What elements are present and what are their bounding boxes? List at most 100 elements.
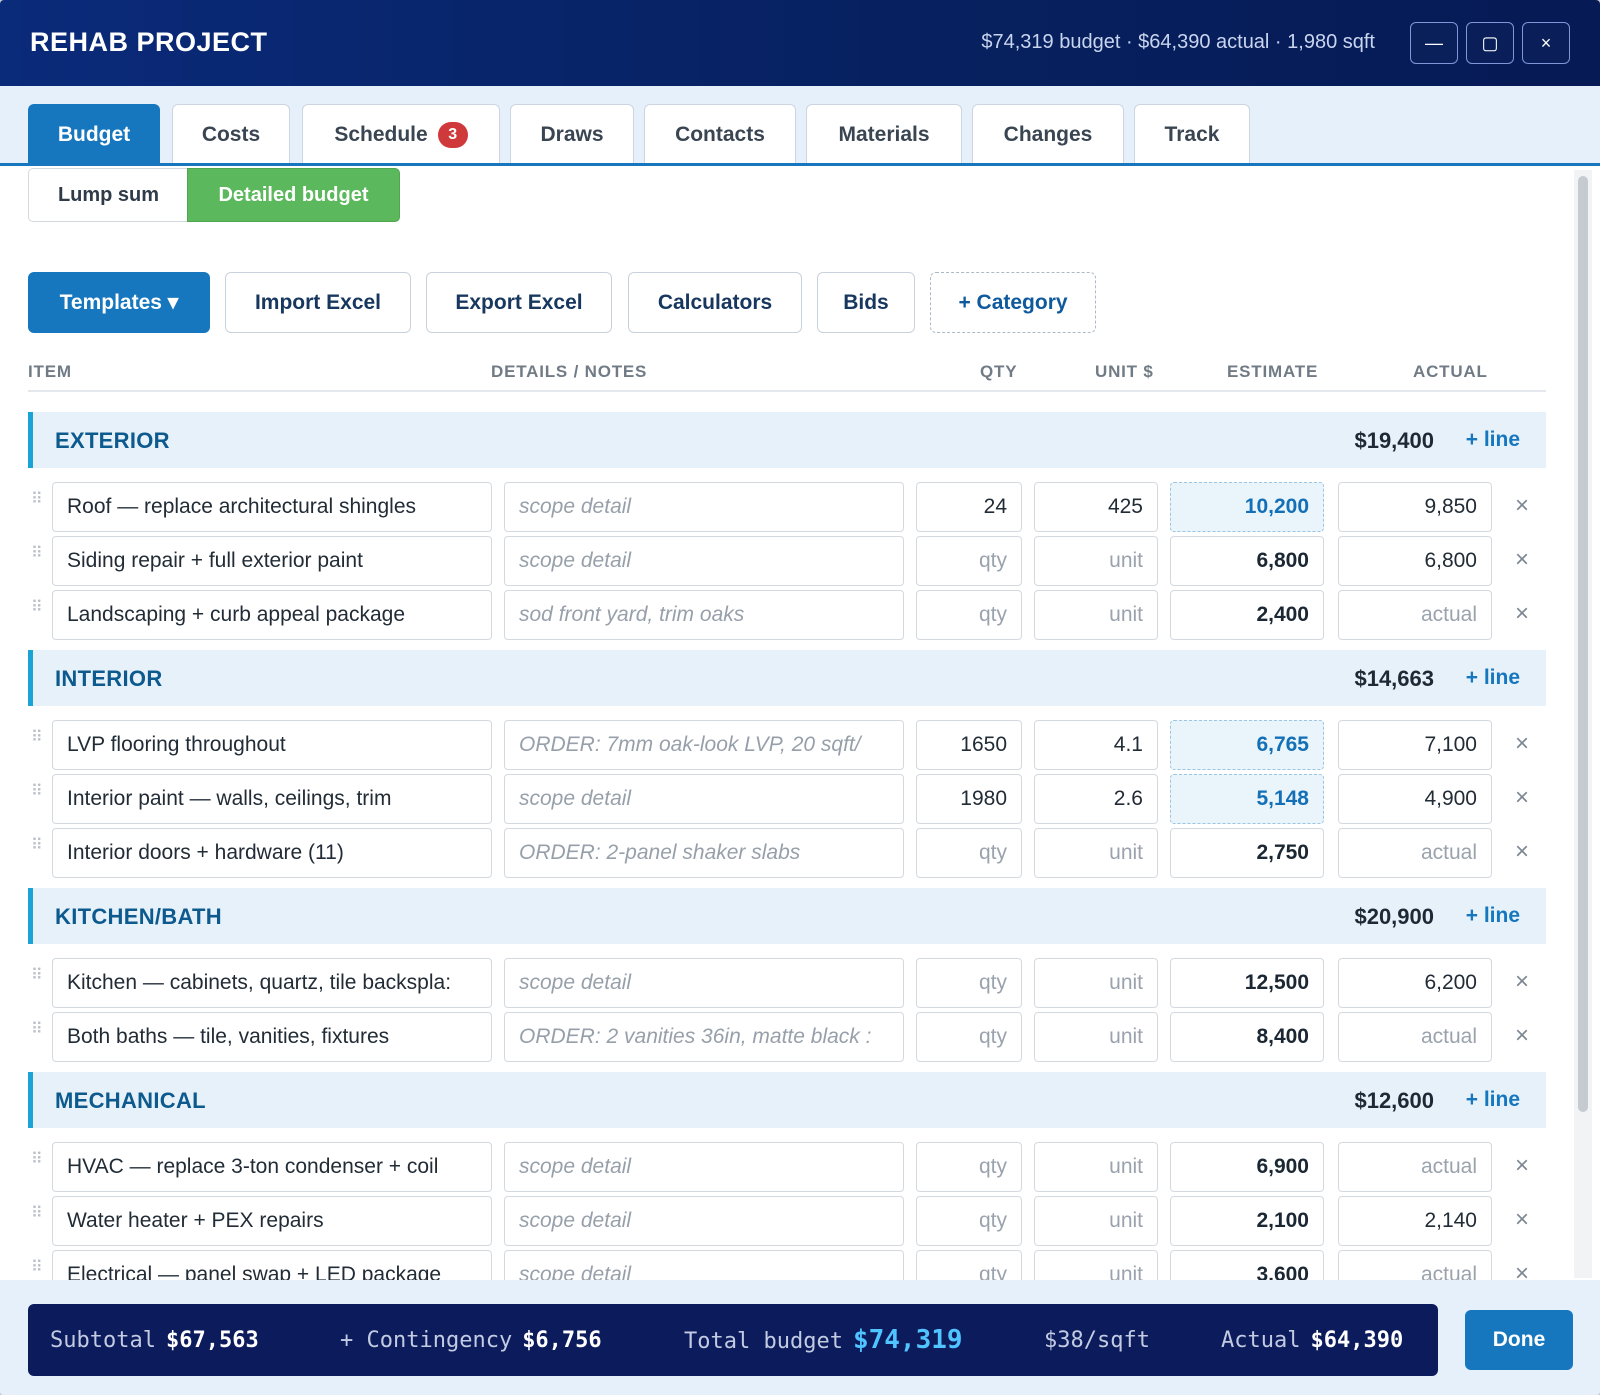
details-input[interactable]: ORDER: 2 vanities 36in, matte black : [504, 1012, 904, 1062]
drag-handle-icon[interactable]: ⠿ [31, 837, 43, 854]
estimate-input[interactable]: 2,100 [1170, 1196, 1324, 1246]
unit-price-input[interactable]: unit [1034, 590, 1158, 640]
remove-line-icon[interactable]: × [1515, 600, 1530, 627]
item-input[interactable]: Water heater + PEX repairs [52, 1196, 492, 1246]
drag-handle-icon[interactable]: ⠿ [31, 1021, 43, 1038]
details-input[interactable]: scope detail [504, 536, 904, 586]
item-input[interactable]: Roof — replace architectural shingles [52, 482, 492, 532]
details-input[interactable]: scope detail [504, 1196, 904, 1246]
qty-input[interactable]: 1650 [916, 720, 1022, 770]
estimate-input[interactable]: 10,200 [1170, 482, 1324, 532]
templates-dropdown-button[interactable]: Templates ▾ [28, 272, 210, 333]
details-input[interactable]: scope detail [504, 482, 904, 532]
qty-input[interactable]: qty [916, 1196, 1022, 1246]
actual-input[interactable]: 6,800 [1338, 536, 1492, 586]
item-input[interactable]: Interior paint — walls, ceilings, trim [52, 774, 492, 824]
actual-input[interactable]: 4,900 [1338, 774, 1492, 824]
add-line-button[interactable]: + line [1465, 904, 1520, 927]
unit-price-input[interactable]: unit [1034, 1012, 1158, 1062]
unit-price-input[interactable]: 2.6 [1034, 774, 1158, 824]
drag-handle-icon[interactable]: ⠿ [31, 1205, 43, 1222]
qty-input[interactable]: 1980 [916, 774, 1022, 824]
actual-input[interactable]: actual [1338, 1142, 1492, 1192]
calculators-button[interactable]: Calculators [628, 272, 802, 333]
item-input[interactable]: HVAC — replace 3-ton condenser + coil [52, 1142, 492, 1192]
details-input[interactable]: ORDER: 2-panel shaker slabs [504, 828, 904, 878]
remove-line-icon[interactable]: × [1515, 968, 1530, 995]
item-input[interactable]: LVP flooring throughout [52, 720, 492, 770]
actual-input[interactable]: 2,140 [1338, 1196, 1492, 1246]
tab-changes[interactable]: Changes [972, 104, 1124, 165]
drag-handle-icon[interactable]: ⠿ [31, 1151, 43, 1168]
estimate-input[interactable]: 5,148 [1170, 774, 1324, 824]
estimate-input[interactable]: 8,400 [1170, 1012, 1324, 1062]
drag-handle-icon[interactable]: ⠿ [31, 783, 43, 800]
drag-handle-icon[interactable]: ⠿ [31, 967, 43, 984]
remove-line-icon[interactable]: × [1515, 838, 1530, 865]
drag-handle-icon[interactable]: ⠿ [31, 599, 43, 616]
drag-handle-icon[interactable]: ⠿ [31, 491, 43, 508]
tab-costs[interactable]: Costs [172, 104, 290, 165]
minimize-button[interactable]: — [1410, 22, 1458, 64]
estimate-input[interactable]: 6,800 [1170, 536, 1324, 586]
done-button[interactable]: Done [1465, 1310, 1573, 1370]
export-excel-button[interactable]: Export Excel [426, 272, 612, 333]
qty-input[interactable]: 24 [916, 482, 1022, 532]
actual-input[interactable]: actual [1338, 828, 1492, 878]
details-input[interactable]: scope detail [504, 1142, 904, 1192]
remove-line-icon[interactable]: × [1515, 730, 1530, 757]
unit-price-input[interactable]: unit [1034, 536, 1158, 586]
unit-price-input[interactable]: 425 [1034, 482, 1158, 532]
details-input[interactable]: scope detail [504, 774, 904, 824]
unit-price-input[interactable]: unit [1034, 958, 1158, 1008]
unit-price-input[interactable]: unit [1034, 1196, 1158, 1246]
add-line-button[interactable]: + line [1465, 1088, 1520, 1111]
bids-button[interactable]: Bids [817, 272, 915, 333]
details-input[interactable]: scope detail [504, 958, 904, 1008]
item-input[interactable]: Kitchen — cabinets, quartz, tile backspl… [52, 958, 492, 1008]
actual-input[interactable]: 7,100 [1338, 720, 1492, 770]
tab-schedule[interactable]: Schedule 3 [302, 104, 500, 165]
scrollbar-thumb[interactable] [1578, 176, 1588, 1112]
qty-input[interactable]: qty [916, 1142, 1022, 1192]
estimate-input[interactable]: 6,900 [1170, 1142, 1324, 1192]
qty-input[interactable]: qty [916, 590, 1022, 640]
remove-line-icon[interactable]: × [1515, 546, 1530, 573]
remove-line-icon[interactable]: × [1515, 1022, 1530, 1049]
drag-handle-icon[interactable]: ⠿ [31, 1259, 43, 1276]
unit-price-input[interactable]: 4.1 [1034, 720, 1158, 770]
add-line-button[interactable]: + line [1465, 666, 1520, 689]
unit-price-input[interactable]: unit [1034, 1142, 1158, 1192]
drag-handle-icon[interactable]: ⠿ [31, 545, 43, 562]
lump-sum-toggle[interactable]: Lump sum [28, 168, 188, 222]
actual-input[interactable]: actual [1338, 590, 1492, 640]
tab-materials[interactable]: Materials [806, 104, 962, 165]
remove-line-icon[interactable]: × [1515, 1206, 1530, 1233]
estimate-input[interactable]: 12,500 [1170, 958, 1324, 1008]
estimate-input[interactable]: 6,765 [1170, 720, 1324, 770]
tab-track[interactable]: Track [1134, 104, 1250, 165]
remove-line-icon[interactable]: × [1515, 492, 1530, 519]
item-input[interactable]: Both baths — tile, vanities, fixtures [52, 1012, 492, 1062]
add-category-button[interactable]: + Category [930, 272, 1096, 333]
actual-input[interactable]: 9,850 [1338, 482, 1492, 532]
detailed-budget-toggle[interactable]: Detailed budget [187, 168, 400, 222]
details-input[interactable]: sod front yard, trim oaks [504, 590, 904, 640]
estimate-input[interactable]: 2,400 [1170, 590, 1324, 640]
remove-line-icon[interactable]: × [1515, 784, 1530, 811]
details-input[interactable]: ORDER: 7mm oak-look LVP, 20 sqft/ [504, 720, 904, 770]
actual-input[interactable]: 6,200 [1338, 958, 1492, 1008]
qty-input[interactable]: qty [916, 958, 1022, 1008]
close-button[interactable]: × [1522, 22, 1570, 64]
estimate-input[interactable]: 2,750 [1170, 828, 1324, 878]
item-input[interactable]: Siding repair + full exterior paint [52, 536, 492, 586]
item-input[interactable]: Landscaping + curb appeal package [52, 590, 492, 640]
drag-handle-icon[interactable]: ⠿ [31, 729, 43, 746]
tab-budget[interactable]: Budget [28, 104, 160, 165]
maximize-button[interactable]: ▢ [1466, 22, 1514, 64]
qty-input[interactable]: qty [916, 828, 1022, 878]
item-input[interactable]: Interior doors + hardware (11) [52, 828, 492, 878]
remove-line-icon[interactable]: × [1515, 1152, 1530, 1179]
unit-price-input[interactable]: unit [1034, 828, 1158, 878]
import-excel-button[interactable]: Import Excel [225, 272, 411, 333]
